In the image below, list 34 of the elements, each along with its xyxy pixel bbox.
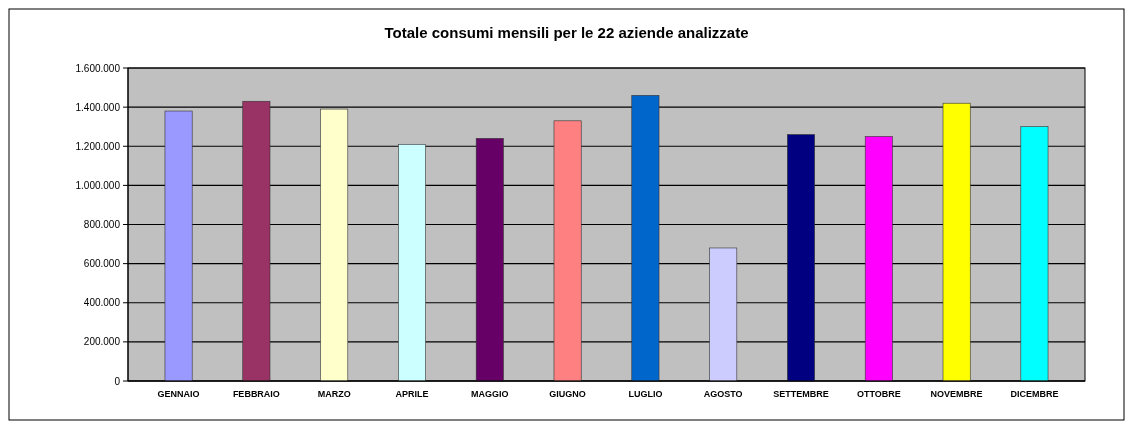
bar [631, 95, 660, 382]
y-tick-label: 1.600.000 [75, 62, 121, 74]
x-tick-label: FEBBRAIO [232, 389, 280, 399]
bar [553, 120, 582, 382]
x-tick-label: DICEMBRE [1010, 389, 1059, 399]
x-tick-label: SETTEMBRE [773, 389, 829, 399]
x-tick-label: MAGGIO [471, 389, 509, 399]
y-tick-label: 600.000 [83, 258, 121, 270]
bar [1020, 126, 1049, 382]
x-tick-label: GIUGNO [549, 389, 586, 399]
x-tick-label: MARZO [317, 389, 351, 399]
bar [864, 136, 893, 382]
y-tick-label: 0 [114, 375, 121, 387]
y-tick-label: 1.000.000 [75, 179, 121, 191]
y-tick-label: 400.000 [83, 297, 121, 309]
bar [709, 247, 738, 382]
y-tick-label: 800.000 [83, 219, 121, 230]
x-tick-label: LUGLIO [628, 389, 663, 399]
y-tick-label: 1.400.000 [75, 101, 121, 113]
x-tick-label: APRILE [395, 389, 429, 399]
y-tick-label: 1.200.000 [75, 140, 121, 152]
x-tick-label: GENNAIO [157, 389, 200, 399]
bar [475, 138, 504, 382]
chart-title: Totale consumi mensili per le 22 aziende analizzate [384, 24, 749, 41]
bar [242, 100, 271, 382]
x-tick-label: OTTOBRE [856, 389, 901, 399]
bar [942, 102, 971, 382]
bar [787, 134, 815, 382]
y-tick-label: 200.000 [83, 336, 121, 348]
bar [398, 143, 426, 382]
bar [164, 110, 193, 382]
x-tick-label: AGOSTO [703, 389, 743, 399]
bar [320, 108, 349, 382]
x-tick-label: NOVEMBRE [930, 389, 983, 399]
